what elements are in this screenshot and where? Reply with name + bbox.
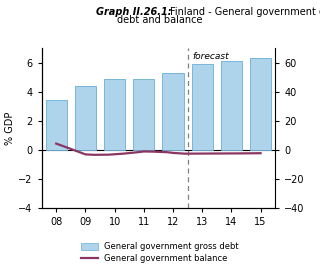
Bar <box>75 86 96 150</box>
Text: forecast: forecast <box>192 52 228 61</box>
Bar <box>221 61 242 150</box>
Bar <box>133 79 154 150</box>
Text: Finland - General government gross: Finland - General government gross <box>170 7 320 17</box>
Bar <box>46 100 67 150</box>
Y-axis label: % GDP: % GDP <box>5 112 15 145</box>
Legend: General government gross debt, General government balance: General government gross debt, General g… <box>81 242 239 263</box>
Bar <box>192 64 213 150</box>
Text: debt and balance: debt and balance <box>117 15 203 25</box>
Text: Graph II.26.1:: Graph II.26.1: <box>96 7 172 17</box>
Bar <box>104 79 125 150</box>
Bar <box>163 73 183 150</box>
Bar <box>250 58 271 150</box>
